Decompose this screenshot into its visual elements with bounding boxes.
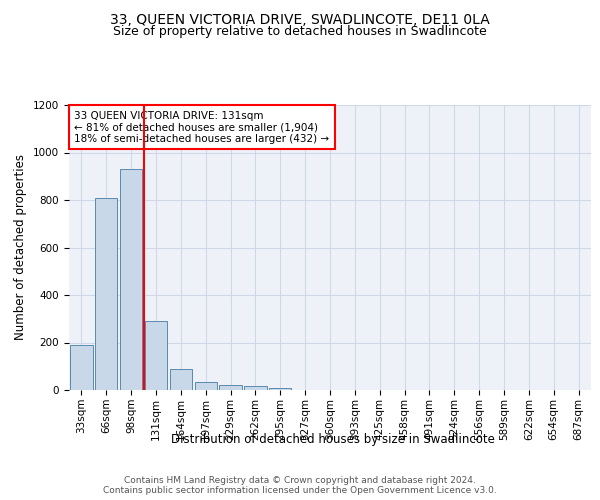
Text: 33 QUEEN VICTORIA DRIVE: 131sqm
← 81% of detached houses are smaller (1,904)
18%: 33 QUEEN VICTORIA DRIVE: 131sqm ← 81% of… [74,110,329,144]
Bar [244,386,266,390]
Text: Size of property relative to detached houses in Swadlincote: Size of property relative to detached ho… [113,25,487,38]
Text: Distribution of detached houses by size in Swadlincote: Distribution of detached houses by size … [171,432,495,446]
Y-axis label: Number of detached properties: Number of detached properties [14,154,28,340]
Bar [120,169,142,390]
Bar [170,368,192,390]
Bar [194,382,217,390]
Bar [269,388,292,390]
Bar [220,385,242,390]
Bar [95,198,118,390]
Bar [145,321,167,390]
Text: 33, QUEEN VICTORIA DRIVE, SWADLINCOTE, DE11 0LA: 33, QUEEN VICTORIA DRIVE, SWADLINCOTE, D… [110,12,490,26]
Text: Contains HM Land Registry data © Crown copyright and database right 2024.
Contai: Contains HM Land Registry data © Crown c… [103,476,497,495]
Bar [70,345,92,390]
